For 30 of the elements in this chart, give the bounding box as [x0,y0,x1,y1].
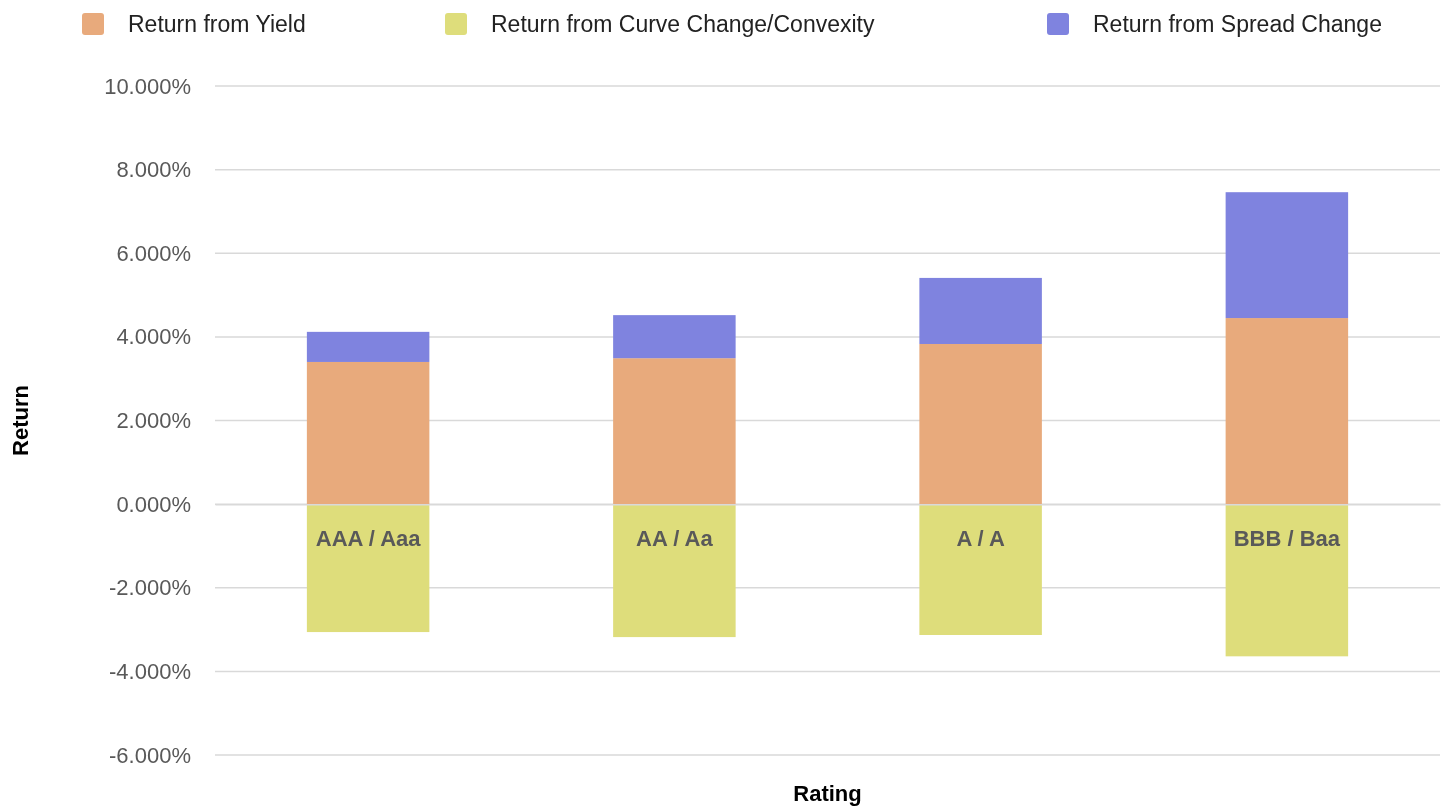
y-tick-label: 10.000% [104,73,191,99]
y-tick-label: 8.000% [116,157,191,183]
bar [306,331,430,362]
x-tick-label: AA / Aa [636,525,714,551]
y-tick-label: 6.000% [116,240,191,266]
bar [1225,192,1349,319]
y-tick-label: 2.000% [116,408,191,434]
bar [919,504,1042,635]
bar [919,277,1042,344]
y-axis-title: Return [8,385,33,456]
bar [306,361,430,505]
x-tick-label: AAA / Aaa [315,525,422,551]
y-tick-label: 0.000% [116,491,191,517]
x-tick-label: A / A [956,525,1005,551]
y-tick-label: 4.000% [116,324,191,350]
legend-label: Return from Curve Change/Convexity [491,11,875,37]
y-tick-label: -6.000% [109,742,191,768]
bar [1225,504,1349,657]
bar [1225,318,1349,505]
legend-label: Return from Yield [128,11,306,37]
bar [613,315,736,359]
y-tick-label: -2.000% [109,575,191,601]
legend-label: Return from Spread Change [1093,11,1382,37]
bar [919,343,1042,505]
bar [613,504,736,638]
x-axis-title: Rating [793,781,862,806]
y-tick-label: -4.000% [109,658,191,684]
x-tick-label: BBB / Baa [1233,525,1341,551]
bar [306,504,430,633]
bar [613,358,736,505]
